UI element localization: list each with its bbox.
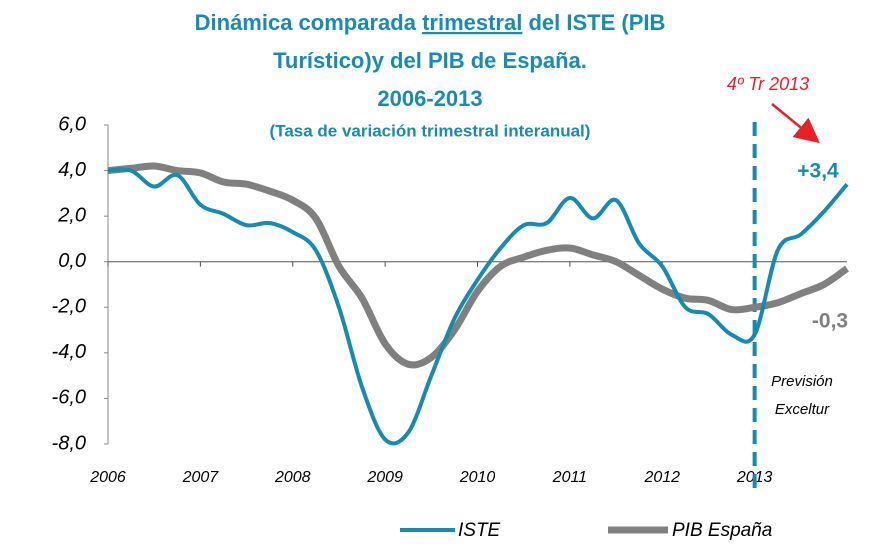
- y-tick-label: -8,0: [52, 432, 86, 454]
- chart-title: Dinámica comparada trimestral del ISTE (…: [195, 10, 666, 35]
- legend-label: ISTE: [458, 520, 501, 541]
- arrow: [771, 103, 820, 144]
- y-tick-label: -2,0: [52, 296, 86, 318]
- x-tick-label: 2011: [552, 469, 587, 486]
- annotation: Exceltur: [775, 401, 830, 418]
- y-tick-label: 4,0: [58, 159, 86, 181]
- annotation: Previsión: [771, 373, 833, 390]
- x-tick-label: 2006: [89, 469, 126, 486]
- y-tick-label: 2,0: [57, 204, 86, 226]
- y-tick-label: 6,0: [58, 113, 86, 135]
- annotation: -0,3: [812, 310, 848, 333]
- annotation: 4º Tr 2013: [727, 74, 809, 94]
- y-tick-label: -4,0: [52, 341, 86, 363]
- chart-title: Turístico)y del PIB de España.: [273, 48, 587, 73]
- x-tick-label: 2008: [274, 469, 311, 486]
- x-tick-label: 2010: [459, 469, 496, 486]
- x-tick-label: 2009: [366, 469, 403, 486]
- x-tick-label: 2012: [643, 469, 680, 486]
- x-tick-label: 2007: [182, 469, 220, 486]
- chart-title: 2006-2013: [377, 86, 482, 111]
- legend-label: PIB España: [672, 520, 772, 541]
- chart-subtitle: (Tasa de variación trimestral interanual…: [270, 121, 591, 140]
- line: [107, 167, 849, 446]
- y-tick-label: -6,0: [52, 387, 86, 409]
- line: [107, 162, 850, 369]
- annotation: +3,4: [797, 160, 839, 183]
- y-tick-label: 0,0: [58, 250, 86, 272]
